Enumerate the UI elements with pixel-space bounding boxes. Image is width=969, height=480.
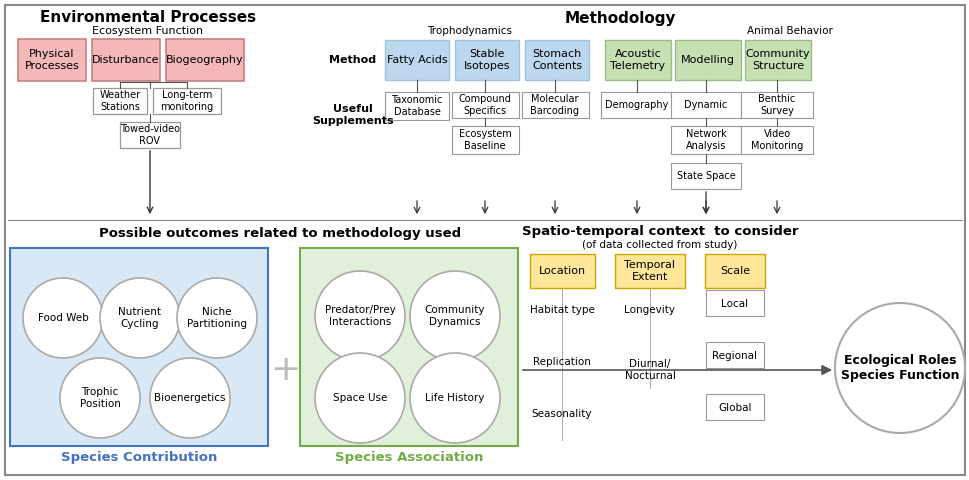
- Text: Benthic
Survey: Benthic Survey: [758, 94, 795, 116]
- Text: Compound
Specifics: Compound Specifics: [458, 94, 511, 116]
- Text: Biogeography: Biogeography: [166, 55, 243, 65]
- Bar: [452, 92, 518, 118]
- Bar: [120, 122, 180, 148]
- Bar: [385, 40, 449, 80]
- Text: Spatio-temporal context  to consider: Spatio-temporal context to consider: [521, 226, 797, 239]
- Text: (of data collected from study): (of data collected from study): [581, 240, 737, 250]
- Bar: [601, 92, 672, 118]
- Bar: [385, 92, 449, 120]
- Circle shape: [410, 271, 499, 361]
- Text: State Space: State Space: [676, 171, 735, 181]
- Text: Method: Method: [329, 55, 376, 65]
- Bar: [521, 92, 588, 118]
- Text: Acoustic
Telemetry: Acoustic Telemetry: [610, 49, 665, 71]
- Bar: [454, 40, 518, 80]
- Circle shape: [315, 353, 405, 443]
- Bar: [452, 126, 518, 154]
- Text: Location: Location: [539, 266, 585, 276]
- Circle shape: [150, 358, 230, 438]
- Text: Habitat type: Habitat type: [529, 305, 594, 315]
- Bar: [744, 40, 810, 80]
- Circle shape: [834, 303, 964, 433]
- Text: Towed-video
ROV: Towed-video ROV: [120, 124, 180, 146]
- Text: Space Use: Space Use: [332, 393, 387, 403]
- Text: Stable
Isotopes: Stable Isotopes: [463, 49, 510, 71]
- Text: Demography: Demography: [605, 100, 668, 110]
- Text: Temporal
Extent: Temporal Extent: [624, 260, 674, 282]
- Text: Scale: Scale: [719, 266, 749, 276]
- Bar: [93, 88, 147, 114]
- Text: Replication: Replication: [533, 357, 590, 367]
- Text: Possible outcomes related to methodology used: Possible outcomes related to methodology…: [99, 228, 460, 240]
- Text: Animal Behavior: Animal Behavior: [746, 26, 832, 36]
- Circle shape: [23, 278, 103, 358]
- Text: Community
Dynamics: Community Dynamics: [424, 305, 484, 327]
- Text: Ecosystem
Baseline: Ecosystem Baseline: [458, 129, 511, 151]
- Bar: [740, 92, 812, 118]
- Text: Life History: Life History: [424, 393, 484, 403]
- Text: Dynamic: Dynamic: [684, 100, 727, 110]
- Bar: [614, 254, 684, 288]
- Text: Food Web: Food Web: [38, 313, 88, 323]
- Text: Stomach
Contents: Stomach Contents: [531, 49, 581, 71]
- Text: Ecological Roles
Species Function: Ecological Roles Species Function: [840, 354, 958, 382]
- Circle shape: [315, 271, 405, 361]
- Bar: [299, 248, 517, 446]
- Circle shape: [176, 278, 257, 358]
- Text: Diurnal/
Nocturnal: Diurnal/ Nocturnal: [624, 359, 674, 381]
- Circle shape: [100, 278, 180, 358]
- Text: Species Association: Species Association: [334, 452, 483, 465]
- Text: Useful
Supplements: Useful Supplements: [312, 104, 393, 126]
- Text: Video
Monitoring: Video Monitoring: [750, 129, 802, 151]
- Text: Modelling: Modelling: [680, 55, 735, 65]
- Text: Global: Global: [717, 403, 751, 413]
- Bar: [605, 40, 671, 80]
- Text: Weather
Stations: Weather Stations: [100, 90, 141, 112]
- Text: Seasonality: Seasonality: [531, 409, 592, 419]
- Bar: [671, 163, 740, 189]
- Text: Ecosystem Function: Ecosystem Function: [92, 26, 203, 36]
- Text: Trophic
Position: Trophic Position: [79, 387, 120, 409]
- Text: Fatty Acids: Fatty Acids: [387, 55, 447, 65]
- Text: Long-term
monitoring: Long-term monitoring: [160, 90, 213, 112]
- Text: Species Contribution: Species Contribution: [61, 452, 217, 465]
- Bar: [705, 290, 764, 316]
- Circle shape: [60, 358, 140, 438]
- Text: Methodology: Methodology: [564, 11, 675, 25]
- Text: Bioenergetics: Bioenergetics: [154, 393, 226, 403]
- Bar: [92, 39, 160, 81]
- Text: Trophodynamics: Trophodynamics: [427, 26, 512, 36]
- Bar: [529, 254, 594, 288]
- Text: Predator/Prey
Interactions: Predator/Prey Interactions: [325, 305, 395, 327]
- Bar: [704, 254, 765, 288]
- Bar: [740, 126, 812, 154]
- Text: Local: Local: [721, 299, 748, 309]
- Text: Network
Analysis: Network Analysis: [685, 129, 726, 151]
- Text: +: +: [269, 353, 299, 387]
- Text: Taxonomic
Database: Taxonomic Database: [391, 95, 442, 117]
- Text: Disturbance: Disturbance: [92, 55, 160, 65]
- Circle shape: [410, 353, 499, 443]
- Text: Molecular
Barcoding: Molecular Barcoding: [530, 94, 578, 116]
- Bar: [10, 248, 267, 446]
- Text: Regional: Regional: [712, 351, 757, 361]
- Text: Nutrient
Cycling: Nutrient Cycling: [118, 307, 161, 329]
- Text: Environmental Processes: Environmental Processes: [40, 11, 256, 25]
- Text: Longevity: Longevity: [624, 305, 674, 315]
- Text: Community
Structure: Community Structure: [745, 49, 809, 71]
- Text: Niche
Partitioning: Niche Partitioning: [187, 307, 247, 329]
- Text: Physical
Processes: Physical Processes: [24, 49, 79, 71]
- Bar: [671, 92, 740, 118]
- Bar: [153, 88, 221, 114]
- Bar: [705, 394, 764, 420]
- Bar: [705, 342, 764, 368]
- Bar: [18, 39, 86, 81]
- Bar: [524, 40, 588, 80]
- Bar: [166, 39, 244, 81]
- Bar: [671, 126, 740, 154]
- Bar: [674, 40, 740, 80]
